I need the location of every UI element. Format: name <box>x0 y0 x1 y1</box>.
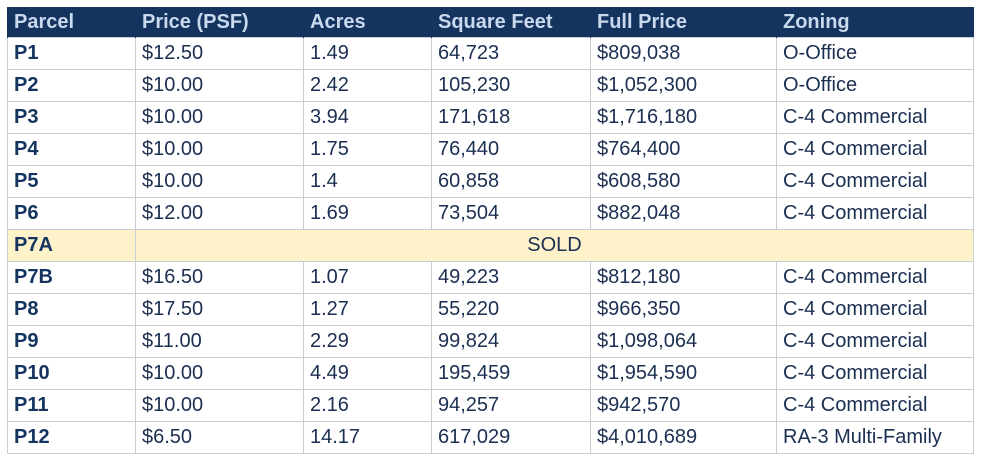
square-feet-cell: 60,858 <box>431 165 591 198</box>
price-psf-cell: $10.00 <box>135 133 304 166</box>
table-row: P12 $6.50 14.17 617,029 $4,010,689 RA-3 … <box>7 421 974 454</box>
parcel-cell: P5 <box>7 165 136 198</box>
acres-cell: 14.17 <box>303 421 432 454</box>
parcel-cell: P12 <box>7 421 136 454</box>
column-header-acres[interactable]: Acres <box>303 7 432 38</box>
zoning-cell: C-4 Commercial <box>776 389 974 422</box>
parcel-cell: P4 <box>7 133 136 166</box>
column-header-square-feet[interactable]: Square Feet <box>431 7 591 38</box>
table-body: P1 $12.50 1.49 64,723 $809,038 O-Office … <box>7 37 974 454</box>
square-feet-cell: 195,459 <box>431 357 591 390</box>
table-row: P4 $10.00 1.75 76,440 $764,400 C-4 Comme… <box>7 133 974 166</box>
acres-cell: 4.49 <box>303 357 432 390</box>
zoning-cell: O-Office <box>776 69 974 102</box>
zoning-cell: O-Office <box>776 37 974 70</box>
full-price-cell: $608,580 <box>590 165 777 198</box>
parcel-cell: P7B <box>7 261 136 294</box>
zoning-cell: C-4 Commercial <box>776 325 974 358</box>
acres-cell: 1.49 <box>303 37 432 70</box>
full-price-cell: $764,400 <box>590 133 777 166</box>
price-psf-cell: $10.00 <box>135 357 304 390</box>
price-psf-cell: $11.00 <box>135 325 304 358</box>
table-row: P10 $10.00 4.49 195,459 $1,954,590 C-4 C… <box>7 357 974 390</box>
acres-cell: 1.27 <box>303 293 432 326</box>
acres-cell: 2.42 <box>303 69 432 102</box>
parcel-cell: P3 <box>7 101 136 134</box>
full-price-cell: $809,038 <box>590 37 777 70</box>
square-feet-cell: 105,230 <box>431 69 591 102</box>
square-feet-cell: 76,440 <box>431 133 591 166</box>
table-row: P1 $12.50 1.49 64,723 $809,038 O-Office <box>7 37 974 70</box>
full-price-cell: $942,570 <box>590 389 777 422</box>
zoning-cell: C-4 Commercial <box>776 101 974 134</box>
square-feet-cell: 55,220 <box>431 293 591 326</box>
zoning-cell: C-4 Commercial <box>776 133 974 166</box>
full-price-cell: $1,098,064 <box>590 325 777 358</box>
full-price-cell: $1,954,590 <box>590 357 777 390</box>
column-header-price-psf[interactable]: Price (PSF) <box>135 7 304 38</box>
square-feet-cell: 617,029 <box>431 421 591 454</box>
table-header: Parcel Price (PSF) Acres Square Feet Ful… <box>7 7 974 38</box>
column-header-zoning[interactable]: Zoning <box>776 7 974 38</box>
acres-cell: 2.16 <box>303 389 432 422</box>
table-row: P11 $10.00 2.16 94,257 $942,570 C-4 Comm… <box>7 389 974 422</box>
column-header-full-price[interactable]: Full Price <box>590 7 777 38</box>
header-row: Parcel Price (PSF) Acres Square Feet Ful… <box>7 7 974 38</box>
price-psf-cell: $17.50 <box>135 293 304 326</box>
parcel-cell: P2 <box>7 69 136 102</box>
table-row: P8 $17.50 1.27 55,220 $966,350 C-4 Comme… <box>7 293 974 326</box>
full-price-cell: $966,350 <box>590 293 777 326</box>
zoning-cell: C-4 Commercial <box>776 165 974 198</box>
parcel-cell: P6 <box>7 197 136 230</box>
square-feet-cell: 49,223 <box>431 261 591 294</box>
zoning-cell: RA-3 Multi-Family <box>776 421 974 454</box>
table-row: P5 $10.00 1.4 60,858 $608,580 C-4 Commer… <box>7 165 974 198</box>
square-feet-cell: 73,504 <box>431 197 591 230</box>
column-header-parcel[interactable]: Parcel <box>7 7 136 38</box>
table-row: P7B $16.50 1.07 49,223 $812,180 C-4 Comm… <box>7 261 974 294</box>
price-psf-cell: $10.00 <box>135 389 304 422</box>
price-psf-cell: $10.00 <box>135 165 304 198</box>
parcel-cell: P10 <box>7 357 136 390</box>
zoning-cell: C-4 Commercial <box>776 293 974 326</box>
price-psf-cell: $12.00 <box>135 197 304 230</box>
zoning-cell: C-4 Commercial <box>776 261 974 294</box>
table-row: P2 $10.00 2.42 105,230 $1,052,300 O-Offi… <box>7 69 974 102</box>
table-row: P3 $10.00 3.94 171,618 $1,716,180 C-4 Co… <box>7 101 974 134</box>
acres-cell: 1.4 <box>303 165 432 198</box>
price-psf-cell: $12.50 <box>135 37 304 70</box>
full-price-cell: $4,010,689 <box>590 421 777 454</box>
square-feet-cell: 64,723 <box>431 37 591 70</box>
table-row: P6 $12.00 1.69 73,504 $882,048 C-4 Comme… <box>7 197 974 230</box>
full-price-cell: $1,716,180 <box>590 101 777 134</box>
full-price-cell: $812,180 <box>590 261 777 294</box>
parcel-pricing-table: Parcel Price (PSF) Acres Square Feet Ful… <box>7 7 974 454</box>
square-feet-cell: 171,618 <box>431 101 591 134</box>
square-feet-cell: 99,824 <box>431 325 591 358</box>
zoning-cell: C-4 Commercial <box>776 197 974 230</box>
table-row-sold: P7A SOLD <box>7 229 974 262</box>
parcel-cell: P11 <box>7 389 136 422</box>
parcel-cell: P1 <box>7 37 136 70</box>
acres-cell: 1.07 <box>303 261 432 294</box>
parcel-cell: P7A <box>7 229 136 262</box>
parcel-pricing-table-container: Parcel Price (PSF) Acres Square Feet Ful… <box>7 7 974 454</box>
acres-cell: 1.75 <box>303 133 432 166</box>
acres-cell: 1.69 <box>303 197 432 230</box>
sold-status-cell: SOLD <box>135 229 974 262</box>
parcel-cell: P9 <box>7 325 136 358</box>
parcel-cell: P8 <box>7 293 136 326</box>
price-psf-cell: $6.50 <box>135 421 304 454</box>
price-psf-cell: $16.50 <box>135 261 304 294</box>
square-feet-cell: 94,257 <box>431 389 591 422</box>
full-price-cell: $1,052,300 <box>590 69 777 102</box>
price-psf-cell: $10.00 <box>135 69 304 102</box>
acres-cell: 2.29 <box>303 325 432 358</box>
acres-cell: 3.94 <box>303 101 432 134</box>
price-psf-cell: $10.00 <box>135 101 304 134</box>
full-price-cell: $882,048 <box>590 197 777 230</box>
table-row: P9 $11.00 2.29 99,824 $1,098,064 C-4 Com… <box>7 325 974 358</box>
zoning-cell: C-4 Commercial <box>776 357 974 390</box>
